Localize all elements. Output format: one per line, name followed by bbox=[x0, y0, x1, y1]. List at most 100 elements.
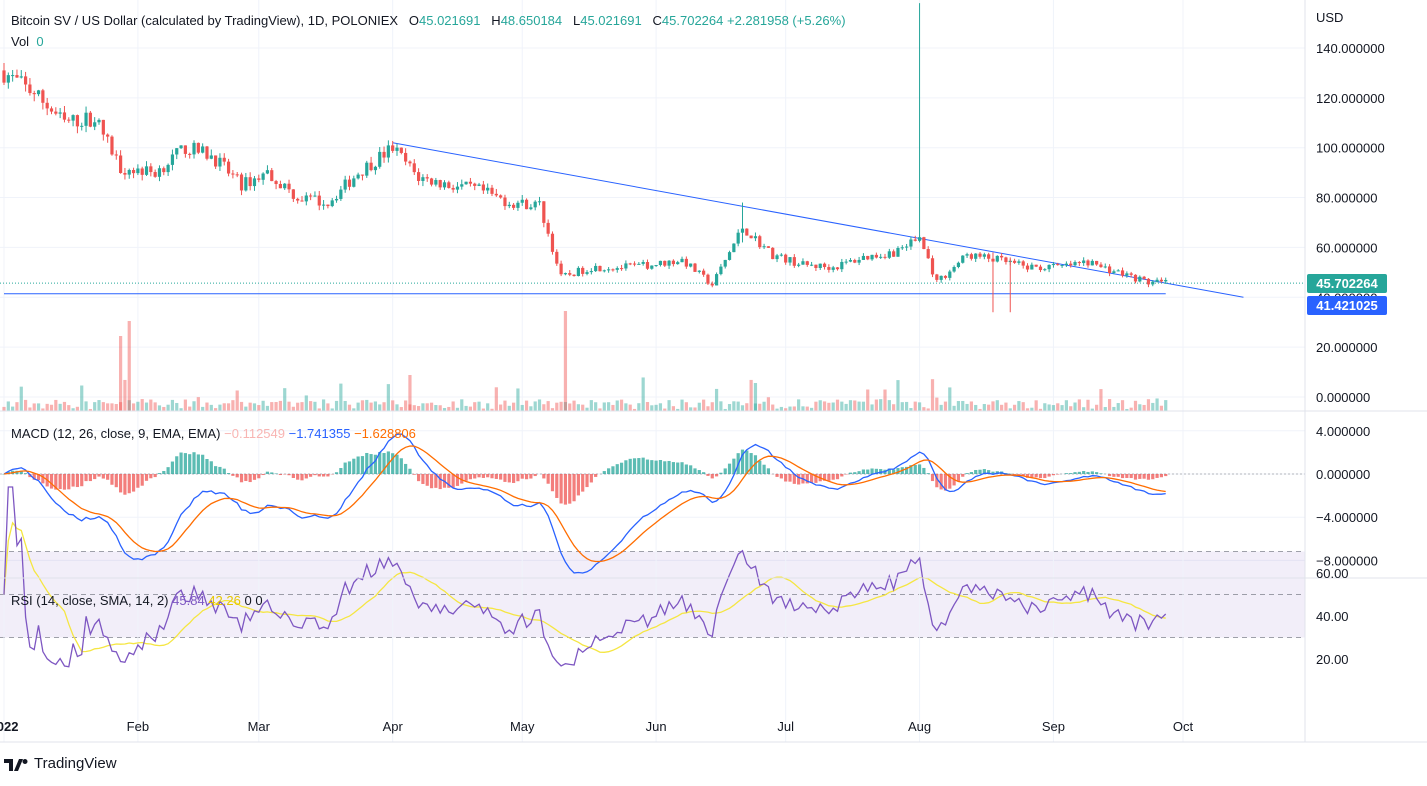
macd-label[interactable]: MACD (12, 26, close, 9, EMA, EMA) bbox=[11, 426, 221, 441]
candle-body bbox=[1017, 261, 1021, 263]
time-tick-label: Jun bbox=[646, 719, 667, 734]
volume-bar bbox=[382, 402, 386, 411]
volume-bar bbox=[507, 405, 511, 411]
candle-body bbox=[231, 173, 235, 175]
rsi-extra-1: 0 bbox=[244, 593, 252, 608]
volume-bar bbox=[598, 408, 602, 411]
macd-histogram-bar bbox=[1077, 471, 1081, 474]
volume-bar bbox=[425, 403, 429, 411]
macd-histogram-bar bbox=[503, 474, 507, 482]
rsi-label[interactable]: RSI (14, close, SMA, 14, 2) bbox=[11, 593, 169, 608]
macd-histogram-bar bbox=[477, 474, 481, 478]
candle-body bbox=[879, 256, 883, 258]
macd-histogram-bar bbox=[581, 474, 585, 492]
macd-histogram-bar bbox=[749, 453, 753, 474]
volume-bar bbox=[550, 408, 555, 411]
macd-histogram-bar bbox=[23, 473, 28, 474]
symbol-title[interactable]: Bitcoin SV / US Dollar (calculated by Tr… bbox=[11, 13, 399, 28]
candle-body bbox=[1025, 265, 1030, 270]
volume-bar bbox=[892, 404, 896, 411]
candle-body bbox=[581, 267, 585, 274]
candle-body bbox=[416, 172, 421, 181]
volume-bar bbox=[1047, 404, 1051, 411]
candle-body bbox=[1056, 264, 1060, 266]
macd-signal-value: −1.628806 bbox=[354, 426, 416, 441]
currency-label[interactable]: USD bbox=[1316, 10, 1344, 25]
macd-histogram-bar bbox=[784, 474, 788, 482]
volume-bar bbox=[1060, 405, 1064, 411]
candle-body bbox=[19, 76, 23, 78]
macd-histogram-bar bbox=[244, 474, 248, 482]
macd-histogram-bar bbox=[1012, 474, 1017, 475]
macd-histogram-bar bbox=[404, 463, 408, 474]
candle-body bbox=[106, 134, 110, 137]
macd-histogram-bar bbox=[874, 468, 878, 474]
volume-bar bbox=[93, 402, 97, 411]
axes: 140.000000 120.000000 100.000000 80.000000 6… bbox=[0, 0, 1427, 743]
macd-histogram-bar bbox=[1025, 474, 1030, 478]
volume-bar bbox=[192, 401, 196, 411]
candle-body bbox=[235, 174, 239, 176]
candle-body bbox=[442, 182, 447, 188]
volume-bar bbox=[317, 408, 321, 411]
candle-body bbox=[317, 195, 321, 206]
vol-label[interactable]: Vol bbox=[11, 34, 30, 49]
candle-body bbox=[274, 181, 278, 185]
macd-histogram-bar bbox=[814, 474, 818, 483]
volume-bar bbox=[84, 401, 88, 411]
candle-body bbox=[1112, 271, 1116, 273]
candle-body bbox=[75, 115, 80, 127]
candle-body bbox=[67, 119, 71, 121]
volume-bar bbox=[827, 402, 831, 411]
volume-spike bbox=[563, 311, 568, 411]
rsi-sma-line bbox=[3, 521, 1166, 653]
macd-histogram-bar bbox=[714, 474, 719, 477]
volume-bar bbox=[464, 405, 468, 411]
macd-histogram-bar bbox=[939, 474, 943, 490]
volume-bar bbox=[196, 397, 200, 411]
candle-body bbox=[131, 169, 136, 174]
volume-bar bbox=[792, 406, 796, 411]
volume-bar bbox=[546, 401, 550, 411]
macd-histogram-bar bbox=[805, 474, 809, 484]
macd-histogram-bar bbox=[1107, 474, 1112, 477]
candle-body bbox=[503, 197, 507, 207]
macd-histogram-bar bbox=[291, 474, 295, 479]
volume-bar bbox=[797, 399, 801, 411]
macd-histogram-bar bbox=[192, 452, 196, 474]
volume-bar bbox=[287, 401, 291, 411]
volume-bar bbox=[1103, 407, 1107, 411]
candle-body bbox=[378, 151, 382, 167]
macd-histogram-bar bbox=[1164, 474, 1168, 477]
low-value: 45.021691 bbox=[580, 13, 642, 28]
volume-bar bbox=[948, 387, 952, 411]
candle-body bbox=[1151, 281, 1155, 285]
volume-bar bbox=[1043, 403, 1047, 411]
macd-histogram-bar bbox=[369, 454, 373, 474]
volume-bar bbox=[965, 403, 969, 411]
macd-histogram-bar bbox=[926, 473, 930, 474]
volume-bar bbox=[477, 401, 481, 411]
candle-body bbox=[425, 177, 429, 179]
macd-histogram-bar bbox=[425, 474, 429, 486]
time-tick-label: May bbox=[510, 719, 535, 734]
volume-bar bbox=[45, 403, 49, 411]
candle-body bbox=[766, 246, 771, 248]
macd-histogram-bar bbox=[507, 474, 511, 483]
macd-histogram-bar bbox=[1155, 474, 1159, 478]
candle-body bbox=[533, 201, 537, 208]
macd-histogram-bar bbox=[822, 474, 827, 481]
macd-histogram-bar bbox=[157, 473, 162, 474]
candle-body bbox=[1086, 260, 1090, 266]
candle-body bbox=[80, 125, 84, 127]
volume-bar bbox=[563, 402, 568, 411]
candle-body bbox=[421, 177, 425, 181]
volume-bar bbox=[499, 404, 503, 411]
candle-body bbox=[434, 180, 438, 185]
candle-body bbox=[1116, 270, 1120, 272]
macd-histogram-bar bbox=[481, 474, 485, 478]
macd-histogram-bar bbox=[188, 454, 192, 474]
volume-bar bbox=[503, 400, 507, 411]
tradingview-logo[interactable]: TradingView bbox=[4, 755, 117, 772]
